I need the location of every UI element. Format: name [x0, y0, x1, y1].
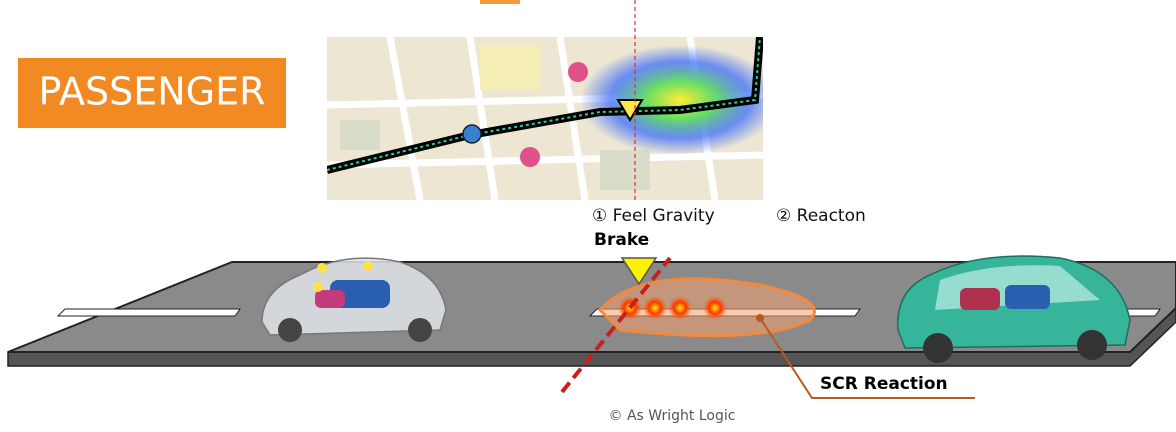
label-scr: SCR Reaction — [820, 374, 948, 394]
brake-marker — [620, 257, 658, 286]
map — [327, 37, 763, 200]
brake-line — [560, 256, 672, 394]
car-right — [897, 255, 1131, 363]
label-brake: Brake — [594, 230, 649, 250]
label-reaction: ② Reacton — [776, 206, 866, 226]
badge-text: PASSENGER — [38, 70, 265, 114]
callout-line — [759, 317, 975, 399]
copyright: © As Wright Logic — [609, 408, 736, 424]
badge-box — [18, 58, 286, 128]
car-left — [261, 257, 447, 342]
label-feel-gravity: ① Feel Gravity — [592, 206, 715, 226]
top-tab — [480, 0, 520, 4]
